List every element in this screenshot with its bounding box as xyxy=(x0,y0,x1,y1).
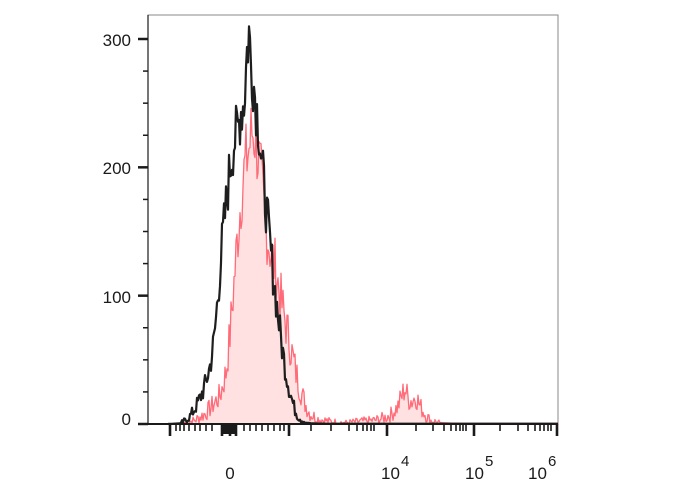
svg-text:10: 10 xyxy=(381,464,400,483)
x-axis-ticks xyxy=(168,424,559,436)
plot-frame xyxy=(147,14,559,425)
svg-text:10: 10 xyxy=(528,464,547,483)
x-tick-label-1e6: 10 6 xyxy=(528,453,556,483)
y-axis-ticks xyxy=(138,37,148,426)
svg-text:4: 4 xyxy=(401,453,409,470)
y-tick-label-300: 300 xyxy=(103,31,131,50)
x-tick-label-1e4: 10 4 xyxy=(381,453,409,483)
svg-text:10: 10 xyxy=(465,464,484,483)
y-tick-label-100: 100 xyxy=(103,288,131,307)
x-tick-label-0: 0 xyxy=(225,464,234,483)
x-tick-label-1e5: 10 5 xyxy=(465,453,493,483)
y-tick-label-0: 0 xyxy=(122,410,131,429)
svg-text:5: 5 xyxy=(485,453,493,470)
y-tick-label-200: 200 xyxy=(103,159,131,178)
svg-text:6: 6 xyxy=(548,453,556,470)
